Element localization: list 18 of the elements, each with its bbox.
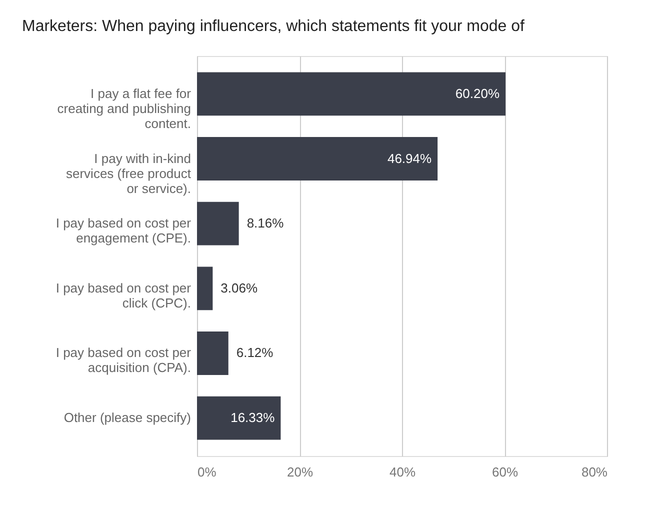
data-label: 60.20% xyxy=(455,86,500,101)
y-tick-label: I pay based on cost per engagement (CPE). xyxy=(56,216,192,246)
y-tick-label: Other (please specify) xyxy=(64,410,191,426)
x-tick-label: 20% xyxy=(286,464,314,480)
data-label: 16.33% xyxy=(230,410,276,426)
y-tick-label: I pay based on cost per acquisition (CPA). xyxy=(56,345,192,376)
data-label: 6.12% xyxy=(236,345,274,360)
y-tick-label: I pay based on cost per click (CPC). xyxy=(56,280,192,310)
data-label: 8.16% xyxy=(246,216,284,231)
chart-title: Marketers: When paying influencers, which statements fit your mode of xyxy=(22,18,525,35)
y-tick-label: I pay a flat fee for creating and publishing content. xyxy=(57,86,192,131)
x-tick-label: 60% xyxy=(492,464,518,480)
data-label: 3.06% xyxy=(220,280,258,296)
x-tick-label: 80% xyxy=(581,464,608,480)
x-tick-label: 40% xyxy=(389,464,416,480)
data-label: 46.94% xyxy=(387,150,432,166)
x-tick-label: 0% xyxy=(198,464,217,480)
y-tick-label: I pay with in-kind services (free product or service). xyxy=(66,150,192,196)
